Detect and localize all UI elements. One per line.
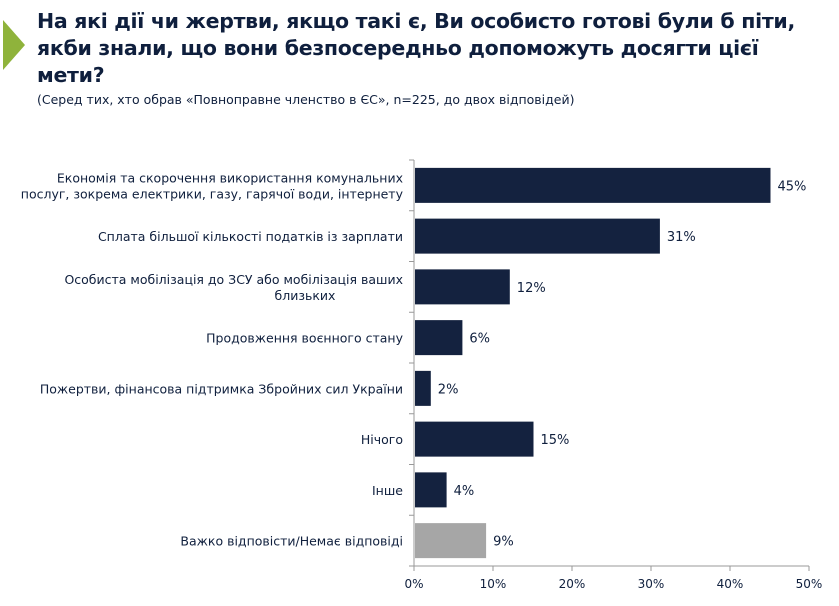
data-label: 15%: [541, 433, 570, 448]
category-label: Сплата більшої кількості податків із зар…: [98, 229, 403, 244]
bar: [415, 472, 447, 508]
bar: [415, 320, 463, 356]
bar: [415, 218, 660, 254]
category-label: послуг, зокрема електрики, газу, гарячої…: [21, 186, 404, 201]
x-tick-label: 50%: [796, 577, 823, 591]
bar: [415, 523, 487, 559]
category-label: близьких: [275, 288, 336, 303]
bar: [415, 269, 510, 305]
category-label: Нічого: [361, 432, 403, 447]
x-tick-label: 20%: [559, 577, 586, 591]
x-tick-label: 30%: [638, 577, 665, 591]
data-label: 2%: [438, 382, 459, 397]
data-label: 9%: [493, 535, 514, 550]
category-label: Важко відповісти/Немає відповіді: [180, 534, 403, 549]
decorative-triangle-icon: [3, 20, 25, 70]
category-label: Особиста мобілізація до ЗСУ або мобіліза…: [64, 272, 403, 287]
bar: [415, 370, 431, 406]
data-label: 12%: [517, 281, 546, 296]
data-label: 4%: [454, 484, 475, 499]
chart-subtitle: (Серед тих, хто обрав «Повноправне членс…: [37, 92, 575, 107]
x-tick-label: 40%: [717, 577, 744, 591]
data-label: 31%: [667, 230, 696, 245]
x-tick-label: 0%: [404, 577, 423, 591]
data-label: 6%: [469, 332, 490, 347]
bar: [415, 421, 534, 457]
category-label: Інше: [372, 483, 403, 498]
category-label: Продовження воєнного стану: [206, 331, 403, 346]
bar: [415, 167, 771, 203]
category-label: Пожертви, фінансова підтримка Збройних с…: [40, 381, 403, 396]
x-tick-label: 10%: [480, 577, 507, 591]
category-label: Економія та скорочення використання кому…: [57, 170, 403, 185]
chart-title: На які дії чи жертви, якщо такі є, Ви ос…: [37, 9, 795, 87]
data-label: 45%: [778, 179, 807, 194]
